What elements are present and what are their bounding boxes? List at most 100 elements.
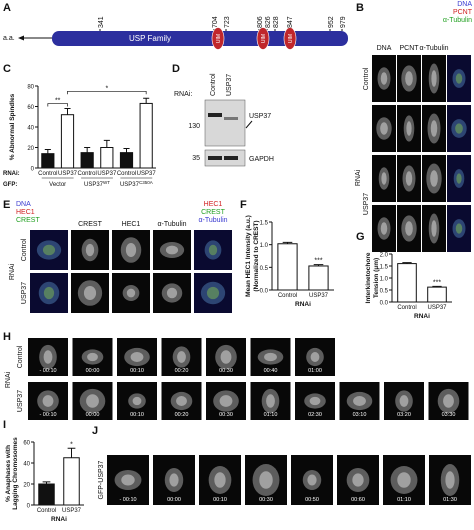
band	[224, 156, 238, 160]
cell-core	[132, 396, 142, 406]
label: Control	[363, 67, 370, 90]
timestamp: 01:10	[397, 497, 411, 503]
bar	[277, 243, 298, 291]
x-tick-label: USP37	[58, 171, 78, 177]
group-name: Vector	[49, 182, 66, 188]
micrograph	[112, 230, 150, 270]
micrograph	[422, 155, 446, 202]
timestamp: 00:20	[175, 368, 189, 374]
y-tick-label: 0.5	[380, 289, 389, 295]
significance: *	[105, 85, 108, 92]
label: 723	[224, 16, 231, 28]
bar	[308, 265, 329, 291]
label: Lagging Chromosomes	[12, 437, 19, 510]
cell-core	[83, 285, 97, 301]
micrograph	[206, 382, 246, 420]
cell-core	[130, 351, 144, 363]
cell-core	[309, 396, 321, 406]
timestamp: 03:20	[397, 412, 411, 418]
y-tick-label: 40	[27, 126, 34, 132]
label: Control	[21, 238, 28, 261]
error-bar	[402, 262, 412, 264]
group-superscript: WT	[103, 180, 110, 185]
label: a.a.	[3, 35, 15, 42]
micrograph	[422, 205, 446, 252]
y-tick-label: 60	[27, 105, 34, 111]
significance: ***	[314, 258, 322, 265]
cell-core	[381, 172, 387, 185]
group-name: USP37	[84, 182, 104, 188]
micrograph	[337, 455, 379, 505]
row-label: RNAi:	[3, 171, 20, 177]
timestamp: 00:40	[264, 368, 278, 374]
panel-label: I	[3, 419, 6, 431]
label: Control	[17, 345, 24, 368]
timestamp: 00:30	[219, 368, 233, 374]
cell-core	[307, 474, 317, 486]
micrograph	[447, 55, 471, 102]
x-tick-label: Control	[37, 508, 56, 514]
error-bar	[44, 149, 51, 154]
label: (Normalized to CREST)	[253, 220, 260, 291]
y-tick-label: 1.0	[260, 243, 269, 249]
micrograph	[117, 382, 157, 420]
label: GFP-USP37	[98, 460, 105, 499]
y-tick-label: 0.0	[380, 301, 389, 307]
cell-core	[206, 286, 220, 300]
cell-core	[169, 473, 179, 487]
timestamp: 00:50	[305, 497, 319, 503]
legend-entry: HEC1	[204, 201, 223, 208]
timestamp: - 00:10	[39, 368, 56, 374]
column-header: α-Tubulin	[419, 45, 448, 52]
cell-core	[42, 395, 54, 407]
timestamp: 00:00	[86, 368, 100, 374]
cell-core	[430, 120, 438, 137]
micrograph	[72, 338, 113, 376]
y-tick-label: 80	[27, 85, 34, 91]
label: USP37	[21, 282, 28, 304]
cell-core	[176, 395, 187, 407]
cell-core	[353, 395, 366, 407]
error-bar	[64, 108, 71, 115]
timestamp: 00:30	[219, 412, 233, 418]
significance-bracket	[67, 90, 147, 95]
timestamp: 00:30	[259, 497, 273, 503]
label: 828	[273, 16, 280, 28]
label: GAPDH	[249, 156, 274, 163]
micrograph	[194, 273, 232, 313]
bar	[38, 483, 55, 506]
y-tick-label: 0.0	[260, 289, 269, 295]
error-bar	[313, 264, 324, 266]
panel-label: E	[3, 199, 10, 211]
x-tick-label: USP37	[309, 293, 329, 299]
timestamp: 00:10	[130, 412, 144, 418]
y-tick-label: 0	[31, 167, 35, 173]
cell-core	[456, 173, 462, 184]
bar	[60, 114, 75, 169]
y-tick-label: 1.5	[380, 265, 389, 271]
x-axis-label: RNAi	[295, 301, 311, 308]
significance-bracket	[47, 103, 68, 107]
cell-core	[455, 123, 463, 134]
y-tick-label: 0	[27, 504, 31, 510]
cell-core	[87, 352, 98, 362]
label: % Anaphases with	[5, 445, 12, 502]
label: 341	[98, 16, 105, 28]
label: % Abnormal Spindles	[9, 93, 16, 160]
micrograph	[199, 455, 241, 505]
micrograph	[397, 105, 421, 152]
y-tick-label: 60	[23, 441, 30, 447]
group-superscript: C350A	[139, 180, 153, 185]
micrograph	[153, 273, 191, 313]
legend-entry: CREST	[201, 209, 225, 216]
legend-entry: HEC1	[16, 209, 35, 216]
panel-label: G	[356, 231, 365, 243]
cell-core	[220, 350, 232, 364]
bar	[119, 152, 134, 169]
domain-bar	[52, 31, 348, 46]
significance: *	[70, 441, 73, 448]
micrograph	[28, 338, 68, 376]
micrograph	[447, 155, 471, 202]
bar	[427, 286, 447, 303]
panel-label: H	[3, 331, 11, 343]
